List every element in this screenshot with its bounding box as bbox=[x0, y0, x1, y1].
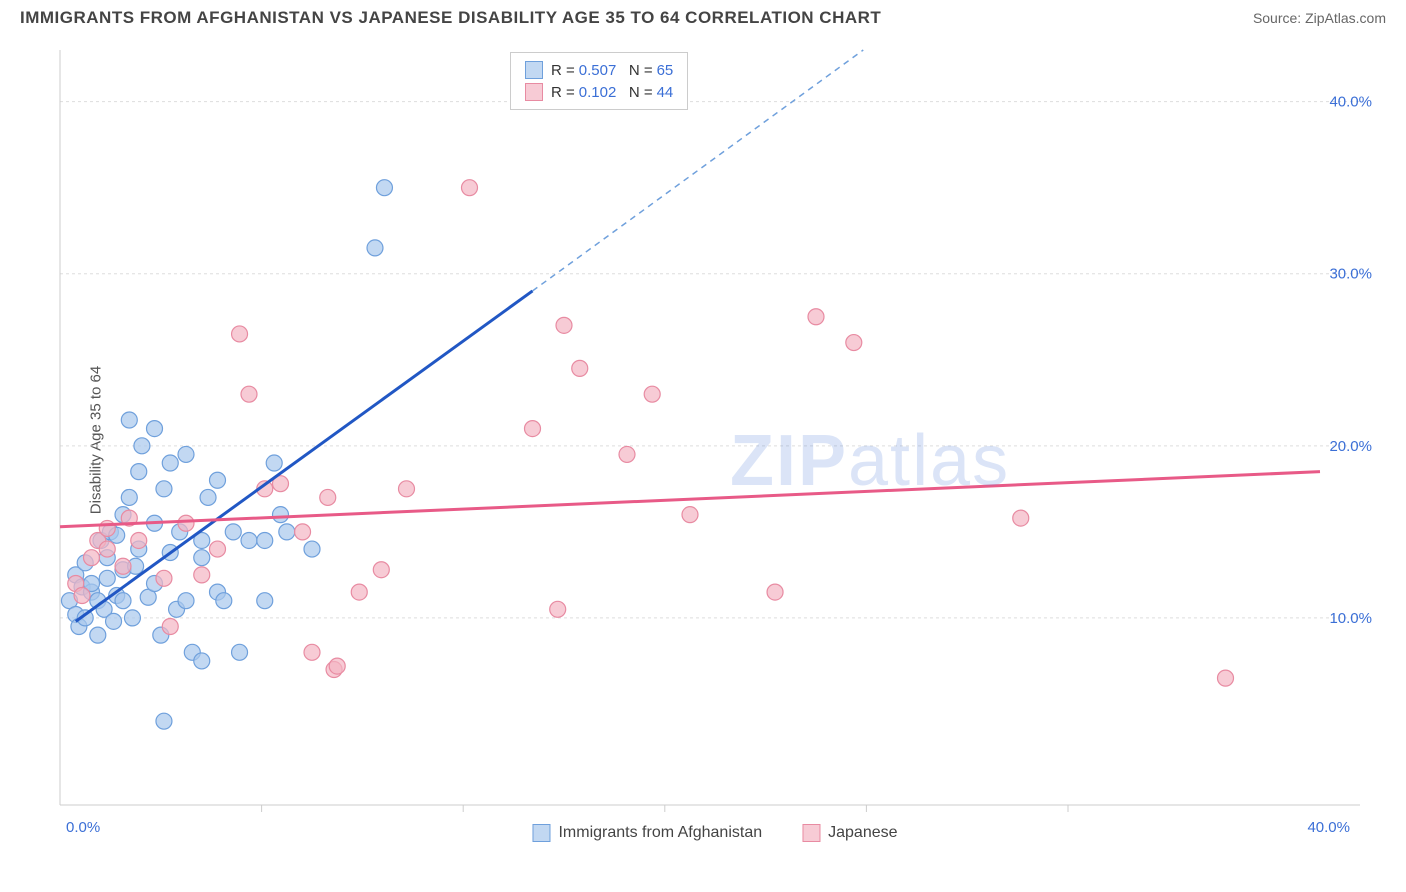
chart-title: IMMIGRANTS FROM AFGHANISTAN VS JAPANESE … bbox=[20, 8, 881, 28]
bottom-legend: Immigrants from Afghanistan Japanese bbox=[532, 824, 897, 842]
svg-text:30.0%: 30.0% bbox=[1329, 266, 1372, 283]
legend-stats-text: R =0.102 N =44 bbox=[551, 84, 673, 101]
chart-container: Disability Age 35 to 64 10.0%20.0%30.0%4… bbox=[50, 40, 1380, 840]
legend-swatch bbox=[525, 61, 543, 79]
svg-text:10.0%: 10.0% bbox=[1329, 610, 1372, 627]
scatter-plot: 10.0% 20.0% 30.0% 40.0% 0.0% 40.0% bbox=[50, 40, 1380, 840]
bottom-legend-label: Japanese bbox=[828, 824, 897, 842]
svg-text:20.0%: 20.0% bbox=[1329, 438, 1372, 455]
svg-text:40.0%: 40.0% bbox=[1329, 94, 1372, 111]
bottom-legend-item: Japanese bbox=[802, 824, 897, 842]
legend-stats-text: R =0.507 N =65 bbox=[551, 62, 673, 79]
legend-row: R =0.507 N =65 bbox=[525, 59, 673, 81]
bottom-legend-label: Immigrants from Afghanistan bbox=[558, 824, 762, 842]
legend-swatch bbox=[802, 824, 820, 842]
legend-swatch bbox=[525, 83, 543, 101]
stats-legend: R =0.507 N =65 R =0.102 N =44 bbox=[510, 52, 688, 110]
svg-text:0.0%: 0.0% bbox=[66, 819, 100, 836]
chart-source: Source: ZipAtlas.com bbox=[1253, 10, 1386, 26]
svg-text:40.0%: 40.0% bbox=[1307, 819, 1350, 836]
bottom-legend-item: Immigrants from Afghanistan bbox=[532, 824, 762, 842]
legend-row: R =0.102 N =44 bbox=[525, 81, 673, 103]
legend-swatch bbox=[532, 824, 550, 842]
